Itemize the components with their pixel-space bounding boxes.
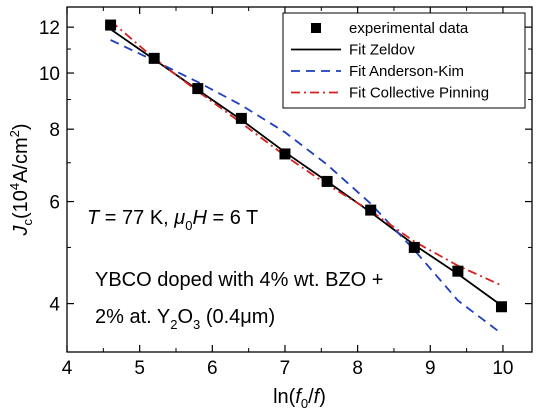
x-tick-label: 8 <box>352 358 363 379</box>
x-tick-label: 4 <box>62 358 73 379</box>
legend-marker <box>311 23 321 33</box>
series-line-2 <box>110 39 503 335</box>
y-tick-label: 4 <box>49 295 60 316</box>
data-point <box>495 301 507 313</box>
annotation: YBCO doped with 4% wt. BZO + <box>95 269 383 291</box>
annotation: 2% at. Y2O3 (0.4μm) <box>95 306 275 332</box>
x-tick-label: 9 <box>425 358 436 379</box>
legend-label: Fit Collective Pinning <box>349 85 489 102</box>
y-tick-label: 6 <box>49 193 60 214</box>
legend-label: Fit Zeldov <box>349 42 415 59</box>
x-tick-label: 5 <box>134 358 145 379</box>
x-tick-label: 7 <box>280 358 291 379</box>
x-tick-label: 10 <box>492 358 513 379</box>
y-tick-label: 8 <box>49 120 60 141</box>
data-point <box>321 175 333 187</box>
data-point <box>452 265 464 277</box>
y-tick-label: 12 <box>39 18 60 39</box>
data-point <box>192 83 204 95</box>
annotation: T = 77 K, μ0H = 6 T <box>87 207 258 233</box>
data-point <box>279 148 291 160</box>
annotations: T = 77 K, μ0H = 6 T YBCO doped with 4% wt… <box>87 207 383 332</box>
plot-layer <box>105 19 507 335</box>
y-tick-label: 10 <box>39 64 60 85</box>
data-point <box>235 112 247 124</box>
x-tick-label: 6 <box>207 358 218 379</box>
y-axis-title: Jc(104A/cm2) <box>7 123 35 236</box>
data-point <box>148 52 160 64</box>
data-point <box>105 19 117 31</box>
legend-label: Fit Anderson-Kim <box>349 63 464 80</box>
plot-frame <box>66 6 533 353</box>
data-point <box>408 241 420 253</box>
legend-label: experimental data <box>349 20 469 37</box>
axes-layer: 4 5 6 7 8 9 10 4 6 8 10 12 ln(f0/f) Jc(104A/cm2) <box>7 6 533 411</box>
data-point <box>365 204 377 216</box>
x-axis-title: ln(f0/f) <box>273 386 326 411</box>
legend: experimental data Fit Zeldov Fit Anderson-… <box>282 12 526 109</box>
series-line-3 <box>110 20 502 287</box>
